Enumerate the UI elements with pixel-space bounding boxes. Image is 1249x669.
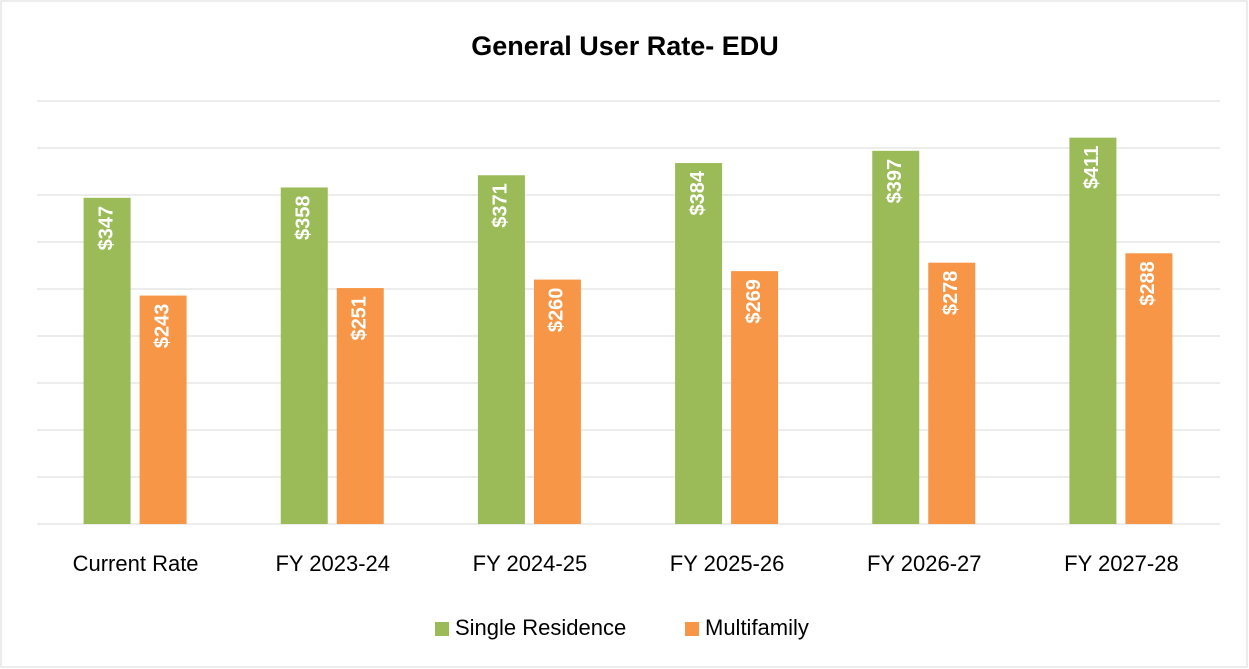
data-label: $269 bbox=[743, 279, 765, 324]
bar bbox=[477, 175, 525, 524]
x-tick-label: FY 2023-24 bbox=[275, 551, 390, 576]
data-label: $371 bbox=[490, 183, 512, 228]
chart-title: General User Rate- EDU bbox=[471, 31, 779, 61]
data-label: $397 bbox=[884, 159, 906, 204]
data-label: $251 bbox=[349, 296, 371, 341]
legend-swatch bbox=[685, 622, 699, 636]
x-tick-label: FY 2026-27 bbox=[867, 551, 982, 576]
bar bbox=[83, 197, 131, 524]
x-tick-label: FY 2027-28 bbox=[1064, 551, 1179, 576]
bar bbox=[675, 163, 723, 525]
data-label: $243 bbox=[151, 304, 173, 349]
bar bbox=[1069, 137, 1117, 524]
bar bbox=[139, 295, 187, 524]
bar bbox=[872, 150, 920, 524]
bar bbox=[928, 262, 976, 524]
data-label: $288 bbox=[1137, 261, 1159, 306]
bar bbox=[731, 271, 779, 524]
data-label: $347 bbox=[95, 206, 117, 251]
x-tick-label: FY 2025-26 bbox=[670, 551, 785, 576]
data-label: $358 bbox=[293, 195, 315, 240]
legend-label: Multifamily bbox=[705, 615, 809, 640]
data-label: $278 bbox=[940, 271, 962, 316]
legend-label: Single Residence bbox=[455, 615, 626, 640]
bar bbox=[280, 187, 328, 525]
bar bbox=[1125, 253, 1173, 524]
bar bbox=[533, 279, 581, 524]
x-tick-label: FY 2024-25 bbox=[473, 551, 588, 576]
data-label: $384 bbox=[687, 170, 709, 215]
data-label: $411 bbox=[1081, 146, 1103, 189]
data-label: $260 bbox=[546, 288, 568, 333]
x-tick-label: Current Rate bbox=[73, 551, 199, 576]
legend-swatch bbox=[435, 622, 449, 636]
bar bbox=[336, 288, 384, 524]
